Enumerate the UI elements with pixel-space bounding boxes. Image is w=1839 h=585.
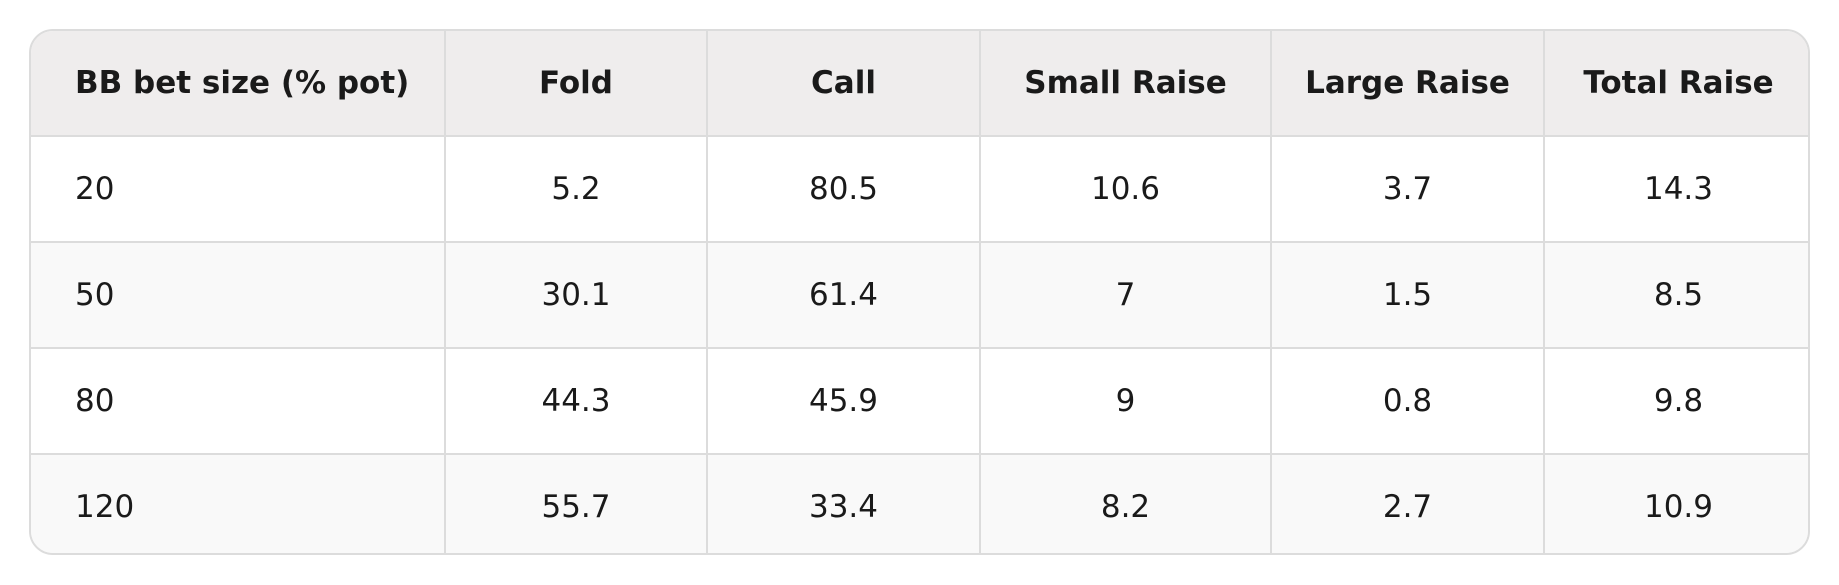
header-cell: Fold [444,31,708,137]
table-cell: 50 [31,241,446,349]
table-body: 20 5.2 80.5 10.6 3.7 14.3 50 30.1 61.4 7 1.5 8.5 80 4… [31,135,1808,553]
table-cell: 5.2 [444,135,708,243]
table-cell: 45.9 [706,347,981,455]
table-row: 50 30.1 61.4 7 1.5 8.5 [31,241,1808,349]
table-container: BB bet size (% pot) Fold Call Small Raise La… [29,29,1810,555]
table-cell: 20 [31,135,446,243]
header-cell: Small Raise [979,31,1272,137]
table-cell: 55.7 [444,453,708,553]
table-row: 120 55.7 33.4 8.2 2.7 10.9 [31,453,1808,553]
table-cell: 14.3 [1543,135,1808,243]
data-table: BB bet size (% pot) Fold Call Small Raise La… [31,31,1808,553]
table-cell: 120 [31,453,446,553]
table-cell: 1.5 [1270,241,1545,349]
table-cell: 9.8 [1543,347,1808,455]
table-row: 80 44.3 45.9 9 0.8 9.8 [31,347,1808,455]
table-cell: 10.9 [1543,453,1808,553]
table-cell: 80 [31,347,446,455]
header-cell: Call [706,31,981,137]
header-cell: Large Raise [1270,31,1545,137]
table-cell: 3.7 [1270,135,1545,243]
table-header: BB bet size (% pot) Fold Call Small Raise La… [31,31,1808,137]
header-row: BB bet size (% pot) Fold Call Small Raise La… [31,31,1808,137]
table-cell: 44.3 [444,347,708,455]
header-cell: Total Raise [1543,31,1808,137]
table-cell: 80.5 [706,135,981,243]
table-cell: 0.8 [1270,347,1545,455]
table-cell: 2.7 [1270,453,1545,553]
table-cell: 30.1 [444,241,708,349]
table-cell: 9 [979,347,1272,455]
table-cell: 61.4 [706,241,981,349]
table-cell: 10.6 [979,135,1272,243]
table-cell: 8.5 [1543,241,1808,349]
header-cell: BB bet size (% pot) [31,31,446,137]
table-cell: 8.2 [979,453,1272,553]
table-row: 20 5.2 80.5 10.6 3.7 14.3 [31,135,1808,243]
table-cell: 33.4 [706,453,981,553]
table-cell: 7 [979,241,1272,349]
